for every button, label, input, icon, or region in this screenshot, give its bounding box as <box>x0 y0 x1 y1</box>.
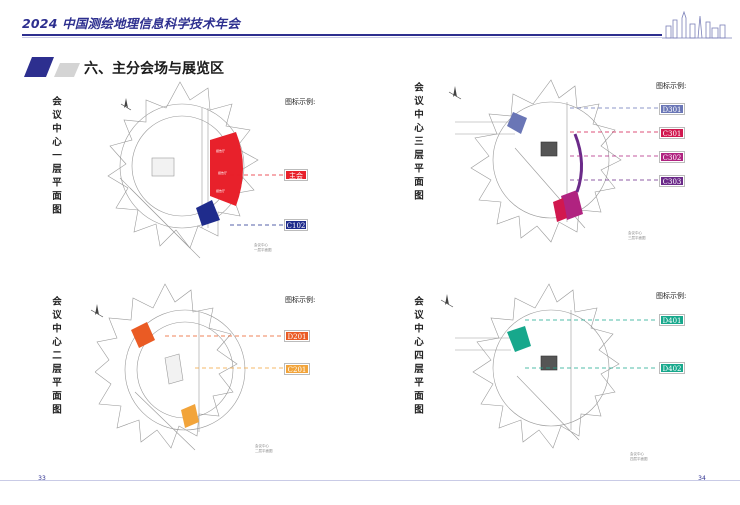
section-decoration-icon <box>24 57 80 77</box>
floor-1-plan: 报告厅 报告厅 报告厅 <box>107 81 259 259</box>
legend-c102: C102 <box>284 219 308 231</box>
floor-2-title: 会议中心二层平面图 <box>50 296 61 418</box>
floor-4-legend-title: 图标示例: <box>656 292 687 300</box>
svg-text:报告厅: 报告厅 <box>216 188 225 193</box>
legend-c303: C303 <box>659 175 685 187</box>
legend-c201: C201 <box>284 363 310 375</box>
floor-4-note: 会议中心 四层平面图 <box>630 452 648 461</box>
floor-1-leader-lines <box>230 174 285 226</box>
header-divider <box>22 34 662 36</box>
legend-d402: D402 <box>659 362 685 374</box>
skyline-icon <box>662 10 732 39</box>
floor-3-note: 会议中心 三层平面图 <box>628 231 646 240</box>
floor-2-leader-lines <box>165 335 285 369</box>
legend-d301: D301 <box>659 103 685 115</box>
floor-2-plan <box>95 283 246 451</box>
floor-1-title: 会议中心一层平面图 <box>50 96 61 218</box>
legend-d401: D401 <box>659 314 685 326</box>
legend-c302: C302 <box>659 151 685 163</box>
compass-icon <box>120 98 132 111</box>
legend-main-hall: 主会场 <box>284 169 308 190</box>
compass-icon <box>90 304 104 318</box>
floor-4-plan <box>455 283 620 449</box>
svg-text:报告厅: 报告厅 <box>216 148 225 153</box>
page-number-left: 33 <box>38 475 46 482</box>
legend-d201: D201 <box>284 330 310 342</box>
section-title: 六、主分会场与展览区 <box>84 61 224 77</box>
header-title: 2024 中国测绘地理信息科学技术年会 <box>22 16 240 31</box>
floor-4-title: 会议中心四层平面图 <box>412 296 423 418</box>
page-number-right: 34 <box>698 475 706 482</box>
floor-4-leader-lines <box>525 319 657 369</box>
floor-3-leader-lines <box>570 107 658 181</box>
compass-icon <box>448 86 462 100</box>
floor-3-plan <box>455 79 622 243</box>
floor-2-note: 会议中心 二层平面图 <box>255 444 273 453</box>
footer-divider <box>0 480 740 481</box>
floor-1-legend-title: 图标示例: <box>285 98 316 106</box>
svg-text:报告厅: 报告厅 <box>218 170 227 175</box>
header-divider-light <box>22 37 662 38</box>
floor-3-title: 会议中心三层平面图 <box>412 82 423 204</box>
floor-3-legend-title: 图标示例: <box>656 82 687 90</box>
floor-1-note: 会议中心 一层平面图 <box>254 243 272 252</box>
legend-c301: C301 <box>659 127 685 139</box>
compass-icon <box>440 294 454 308</box>
floor-2-legend-title: 图标示例: <box>285 296 316 304</box>
